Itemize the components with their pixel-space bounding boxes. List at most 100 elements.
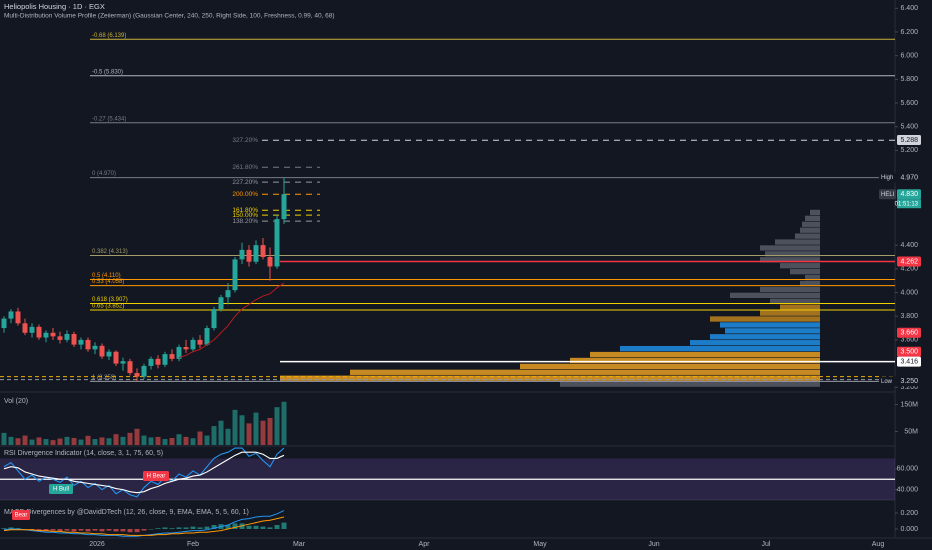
macd-histogram	[57, 529, 63, 532]
volume-bar	[22, 435, 28, 445]
profile-bar	[730, 292, 820, 298]
macd-histogram	[64, 529, 70, 531]
volume-bar	[85, 435, 91, 445]
extension-label: 261.80%	[232, 164, 258, 171]
candle-body	[43, 332, 49, 338]
macd-histogram	[246, 525, 252, 529]
profile-bar	[725, 328, 820, 334]
volume-bar	[8, 436, 14, 445]
fib-label: -0.5 (5.830)	[92, 69, 123, 75]
fib-label: 0.382 (4.313)	[92, 249, 128, 255]
price-marker	[897, 327, 921, 338]
volume-bar	[211, 426, 217, 445]
volume-bar	[232, 409, 238, 445]
pane-title: RSI Divergence Indicator (14, close, 3, …	[4, 450, 163, 457]
profile-bar	[790, 268, 820, 275]
y-tick-label: 6.200	[900, 29, 918, 36]
price-marker-label: 3.416	[900, 359, 918, 366]
profile-bar	[765, 251, 820, 257]
candle-body	[155, 358, 161, 365]
candle-body	[176, 346, 182, 359]
marker-tag-label: High	[881, 175, 893, 181]
profile-bar	[805, 274, 820, 281]
price-marker-label: 5.288	[900, 137, 918, 144]
candle-body	[204, 328, 210, 345]
volume-bar	[176, 434, 182, 445]
profile-bar	[560, 381, 820, 387]
candle-body	[190, 339, 196, 350]
marker-tag	[879, 189, 896, 200]
volume-bar	[120, 436, 126, 445]
candle-body	[169, 354, 175, 359]
divergence-tag	[143, 471, 169, 481]
y-tick-label: 4.000	[900, 289, 918, 296]
macd-histogram	[92, 529, 98, 531]
profile-bar	[280, 375, 820, 381]
candle-body	[29, 326, 35, 333]
volume-bar	[92, 439, 98, 445]
y-tick-label: 4.200	[900, 266, 918, 273]
macd-histogram	[281, 522, 287, 529]
profile-bar	[805, 215, 820, 222]
candle-body	[253, 245, 259, 262]
price-marker-label: 3.500	[900, 349, 918, 356]
y-tick-label: 4.400	[900, 242, 918, 249]
rsi-line	[3, 447, 285, 498]
extension-label: 200.00%	[232, 191, 258, 198]
profile-bar	[350, 369, 820, 375]
volume-bar	[204, 435, 210, 445]
x-tick-label: 2026	[89, 541, 105, 548]
x-tick-label: Mar	[293, 541, 306, 548]
y-tick-label: 0.200	[900, 510, 918, 517]
profile-bar	[800, 280, 820, 287]
price-marker-label: 3.660	[900, 330, 918, 337]
macd-histogram	[71, 529, 77, 532]
profile-bar	[710, 316, 820, 322]
candle-body	[162, 354, 168, 365]
profile-bar	[760, 310, 820, 316]
candle-body	[57, 336, 63, 340]
marker-tag	[879, 376, 896, 387]
profile-bar	[690, 340, 820, 346]
macd-histogram	[169, 528, 175, 529]
volume-bar	[169, 437, 175, 445]
y-tick-label: 150M	[900, 401, 918, 408]
macd-histogram	[127, 529, 133, 533]
fib-label: 0.5 (4.110)	[92, 273, 121, 279]
candle-body	[1, 318, 7, 329]
candle-body	[148, 358, 154, 366]
fib-label: 1 (3.250)	[92, 375, 116, 381]
profile-bar	[710, 334, 820, 340]
profile-bar	[760, 286, 820, 293]
macd-histogram	[162, 527, 168, 529]
candle-body	[281, 194, 287, 220]
candle-body	[267, 256, 273, 267]
candle-body	[36, 326, 42, 338]
price-marker	[897, 376, 921, 387]
volume-bar	[225, 428, 231, 445]
volume-bar	[267, 417, 273, 445]
macd-histogram	[120, 529, 126, 532]
candle-body	[15, 311, 21, 324]
fib-label: 0.53 (4.058)	[92, 279, 124, 285]
candle-body	[99, 345, 105, 357]
profile-bar	[620, 345, 820, 352]
macd-histogram	[106, 529, 112, 531]
divergence-label: Bear	[15, 513, 28, 519]
candle-body	[8, 311, 14, 319]
volume-bar	[253, 412, 259, 445]
volume-bar	[36, 437, 42, 445]
candle-body	[127, 361, 133, 374]
profile-bar	[795, 233, 820, 239]
y-tick-label: 3.200	[900, 384, 918, 391]
countdown: 01:51:13	[895, 201, 919, 207]
y-tick-label: 3.800	[900, 313, 918, 320]
profile-bar	[770, 298, 820, 304]
candle-body	[71, 333, 77, 345]
macd-histogram	[155, 528, 161, 529]
volume-bar	[99, 437, 105, 445]
candle-body	[113, 351, 119, 364]
extension-label: 327.20%	[232, 137, 258, 144]
profile-bar	[780, 304, 820, 310]
